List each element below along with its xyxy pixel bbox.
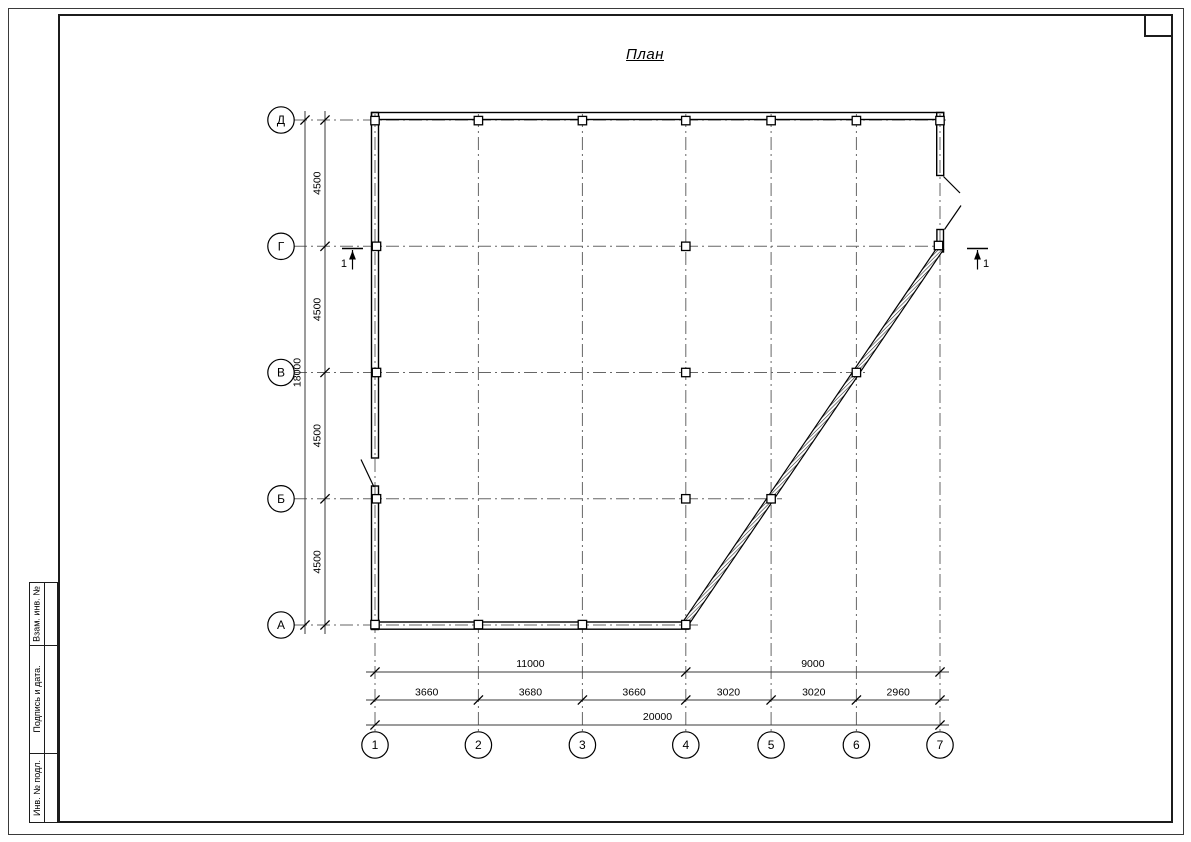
wall-bottom [370,621,690,630]
top-right-inventory-box [1144,16,1173,37]
axis-bubble-4 [671,731,700,759]
axis-bubble-label-В: В [277,366,285,380]
dim-tick [680,666,691,678]
wall-right-upper [936,111,945,177]
axis-bubble-6 [842,731,871,759]
axis-bubble-label-7: 7 [937,738,944,752]
dim-label-seg-2: 3680 [519,687,543,699]
column-marker [851,115,862,126]
dim-tick [766,694,777,706]
opening-break-right-upper [943,176,961,194]
axis-bubble-3 [568,731,597,759]
axis-bubble-Д [267,106,295,134]
axis-bubble-В [267,358,295,387]
wall-diagonal [682,244,945,626]
column-marker [766,115,776,126]
axis-bubble-label-Г: Г [278,240,285,254]
section-mark-label: 1 [341,258,347,270]
dim-tick [473,694,484,706]
dim-tick [934,666,946,678]
outer-border [8,8,1184,835]
dim-tick [299,619,311,631]
column-marker [371,241,382,252]
dim-tick [680,694,691,706]
dim-label-4500-2: 4500 [312,298,324,322]
column-marker [370,619,380,630]
dim-label-4500-1: 4500 [312,171,324,195]
column-marker [577,115,588,126]
dim-label-11000: 11000 [516,658,545,670]
dim-tick [299,114,311,126]
axis-bubble-label-Б: Б [277,492,285,506]
section-mark-label: 1 [983,258,989,270]
column-marker [766,493,776,504]
dim-label-20000: 20000 [643,711,672,723]
axis-bubble-5 [757,731,785,759]
dim-tick [319,493,331,504]
column-marker [371,493,382,504]
axis-bubble-label-6: 6 [853,738,860,752]
dim-tick [934,694,946,706]
axis-bubble-label-Д: Д [277,113,285,127]
section-mark-arrow [974,250,981,260]
column-marker [680,241,691,252]
dim-label-seg-3: 3660 [622,687,646,699]
dim-tick [369,694,381,706]
column-marker [935,115,945,126]
axis-bubble-1 [361,731,389,759]
dim-label-4500-3: 4500 [312,424,324,448]
axis-bubble-7 [926,731,954,759]
dim-tick [319,241,331,252]
dim-tick [934,719,946,731]
axis-bubble-label-А: А [277,618,285,632]
dim-tick [319,367,331,378]
dim-label-seg-1: 3660 [415,687,439,699]
axis-bubble-label-4: 4 [682,738,689,752]
dim-tick [369,719,381,731]
axis-bubble-label-1: 1 [372,738,379,752]
opening-break-left [360,459,375,488]
axis-bubble-label-2: 2 [475,738,482,752]
sidebar-divider [29,645,58,646]
inner-frame [58,14,1173,823]
dim-label-seg-5: 3020 [802,687,826,699]
column-marker [371,367,382,378]
dim-tick [851,694,862,706]
axis-bubble-А [267,611,295,639]
axis-bubble-label-5: 5 [768,738,775,752]
column-marker [851,367,862,378]
axis-bubble-label-3: 3 [579,738,586,752]
dim-tick [369,666,381,678]
dim-tick [577,694,588,706]
column-marker [680,493,691,504]
axis-bubble-Б [267,484,295,513]
column-marker [933,240,944,251]
sidebar-divider [29,753,58,754]
column-marker [577,619,588,630]
column-marker [680,619,691,630]
sidebar-box [29,582,58,823]
dim-label-4500-4: 4500 [312,550,324,574]
section-mark-arrow [349,250,356,260]
drawing-title: План [626,46,664,63]
column-marker [370,115,380,126]
dim-label-seg-4: 3020 [717,687,741,699]
opening-break-right-lower [944,205,962,230]
dim-tick [319,619,331,631]
sidebar-divider [44,582,45,823]
column-marker [473,619,484,630]
axis-bubble-Г [267,232,295,261]
dim-label-9000: 9000 [801,658,825,670]
axis-bubble-2 [464,731,493,759]
dim-label-18000: 18000 [292,358,304,387]
dim-label-seg-6: 2960 [887,687,911,699]
wall-left-upper [370,111,380,459]
column-marker [473,115,484,126]
dim-tick [319,114,331,126]
column-marker [680,115,691,126]
column-marker [680,367,691,378]
